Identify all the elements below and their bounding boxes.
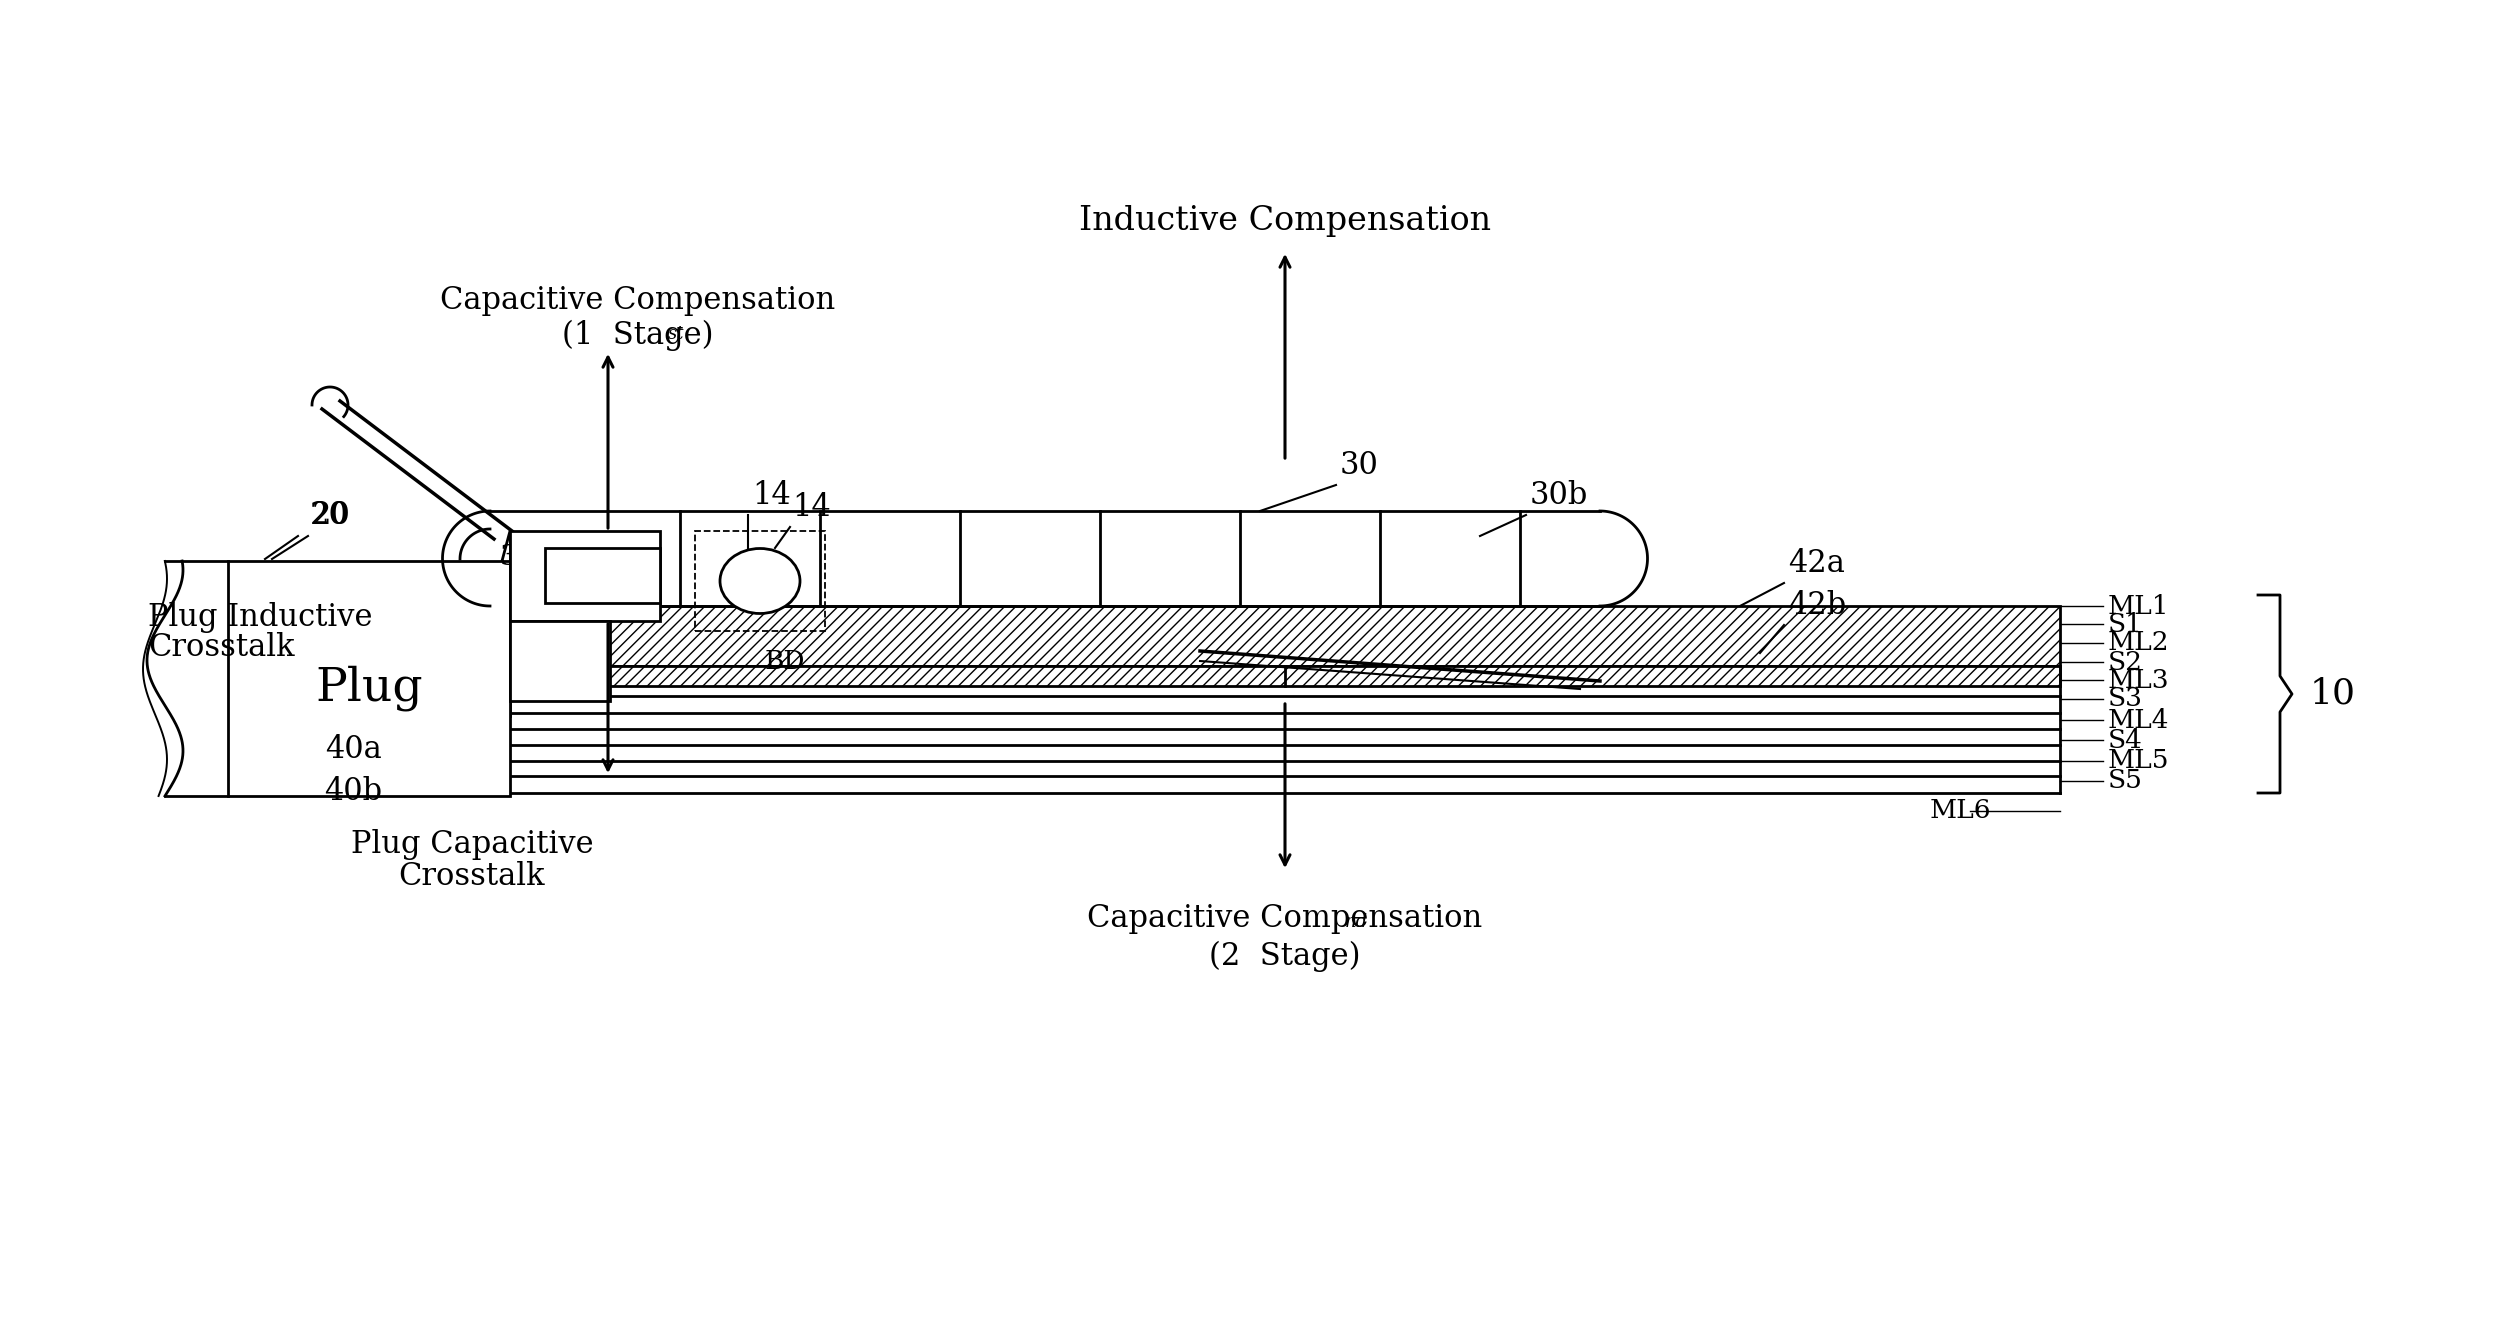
Text: BD: BD: [764, 649, 804, 674]
Ellipse shape: [719, 548, 799, 613]
Text: 30b: 30b: [1531, 480, 1589, 511]
Bar: [229, 561, 510, 797]
Text: 40b: 40b: [324, 775, 382, 807]
Text: ML6: ML6: [1931, 798, 1991, 823]
Text: S3: S3: [2109, 687, 2142, 712]
Text: Plug Capacitive: Plug Capacitive: [349, 830, 593, 860]
Text: 42b: 42b: [1787, 590, 1845, 621]
Text: 30: 30: [1340, 450, 1378, 481]
Text: 14: 14: [752, 480, 792, 511]
Text: nd: nd: [1345, 913, 1368, 931]
Bar: [510, 531, 661, 621]
Text: (2  Stage): (2 Stage): [1209, 941, 1360, 972]
Text: Plug Inductive: Plug Inductive: [148, 602, 372, 633]
Text: 40a: 40a: [324, 733, 382, 765]
Text: 30a: 30a: [500, 544, 553, 571]
Bar: [546, 548, 661, 602]
Text: S5: S5: [2109, 769, 2142, 794]
Text: S1: S1: [2109, 612, 2142, 637]
Text: Crosstalk: Crosstalk: [148, 631, 294, 663]
Text: 20: 20: [309, 501, 349, 531]
Text: ML2: ML2: [2109, 630, 2170, 655]
Text: Capacitive Compensation: Capacitive Compensation: [440, 285, 835, 316]
Text: Crosstalk: Crosstalk: [400, 861, 546, 892]
Text: ML4: ML4: [2109, 708, 2170, 733]
Text: st: st: [669, 325, 684, 343]
Text: S4: S4: [2109, 728, 2142, 753]
Text: ML1: ML1: [2109, 593, 2170, 618]
Text: ML3: ML3: [2109, 667, 2170, 692]
Text: 20: 20: [312, 501, 352, 531]
Text: S2: S2: [2109, 650, 2142, 675]
Text: Plug: Plug: [314, 666, 422, 712]
Text: 10: 10: [2310, 676, 2356, 711]
Bar: [694, 531, 825, 631]
Text: ML5: ML5: [2109, 749, 2170, 774]
Text: 42a: 42a: [1787, 548, 1845, 579]
Bar: [490, 606, 2059, 666]
Text: (1  Stage): (1 Stage): [563, 320, 714, 351]
Bar: [510, 621, 611, 701]
Text: Inductive Compensation: Inductive Compensation: [1079, 205, 1491, 236]
Text: 14: 14: [792, 491, 830, 523]
Text: Capacitive Compensation: Capacitive Compensation: [1089, 904, 1483, 934]
Bar: [490, 666, 2059, 686]
